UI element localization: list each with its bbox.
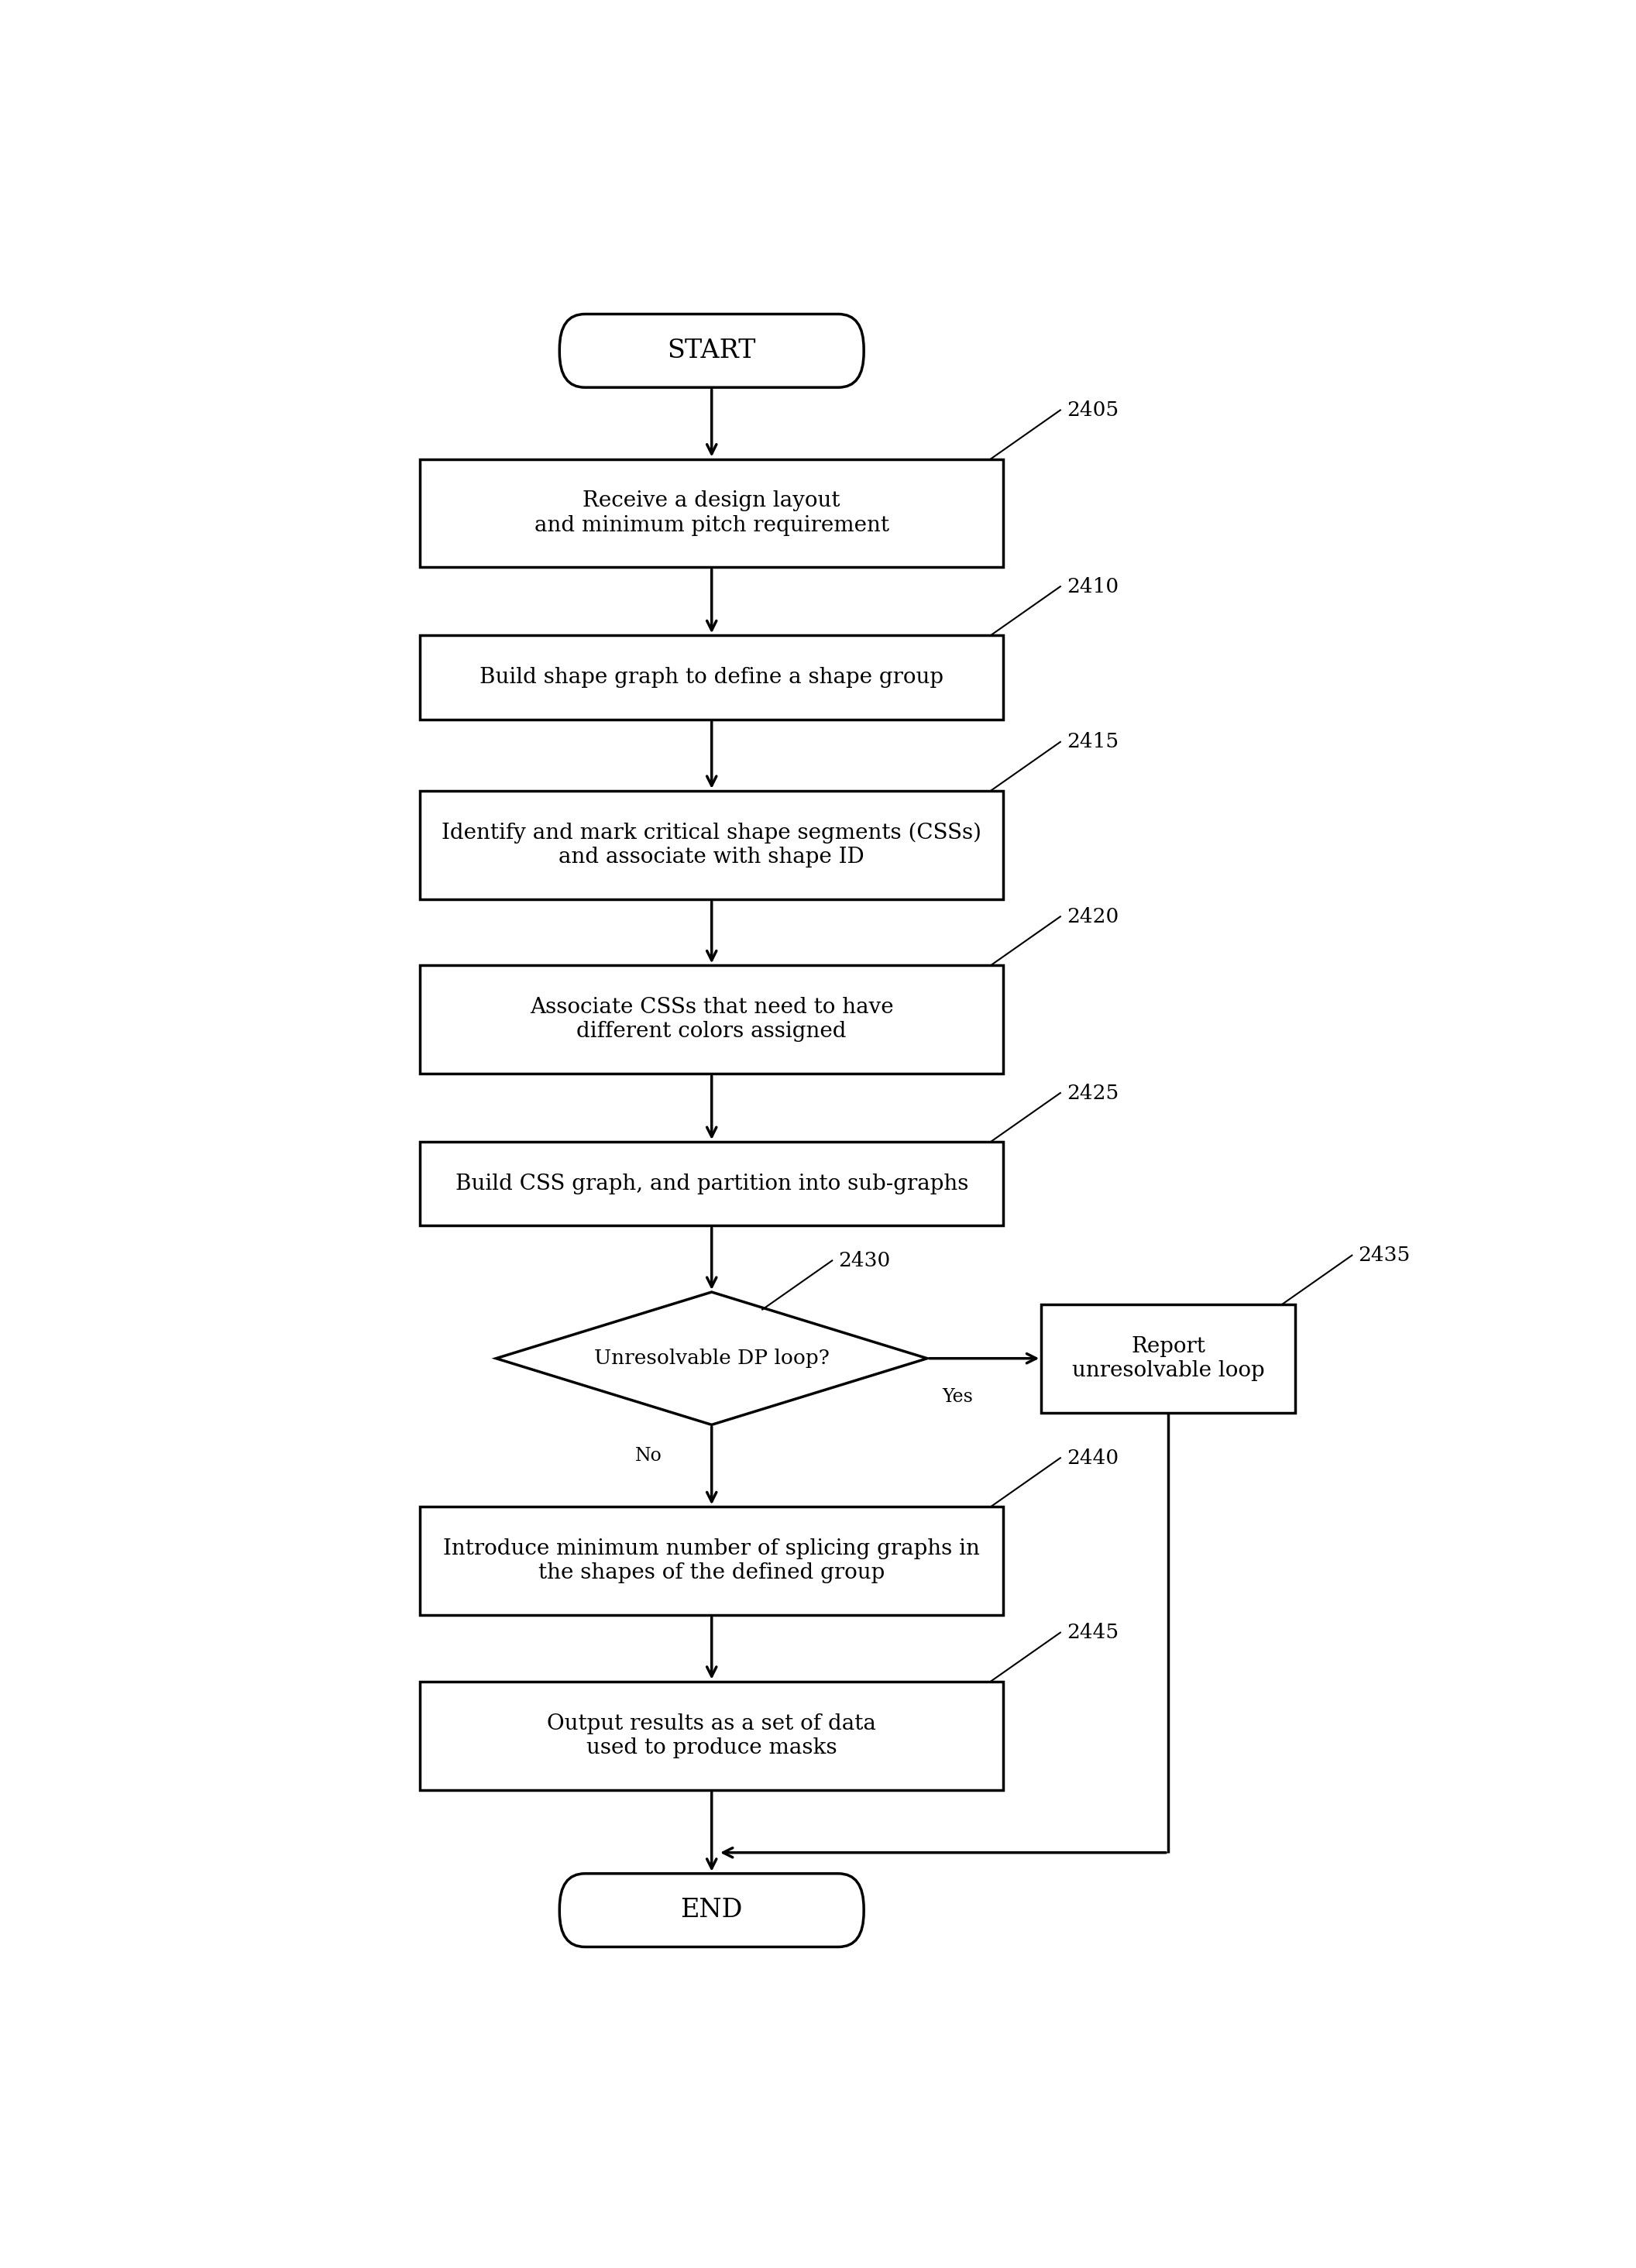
Bar <box>420 1681 1003 1789</box>
Text: Build shape graph to define a shape group: Build shape graph to define a shape grou… <box>479 667 944 687</box>
Text: 2440: 2440 <box>1067 1449 1119 1467</box>
Text: 2405: 2405 <box>1067 401 1119 420</box>
FancyBboxPatch shape <box>560 1873 864 1946</box>
Bar <box>420 635 1003 719</box>
Text: 2410: 2410 <box>1067 576 1119 596</box>
Text: Build CSS graph, and partition into sub-graphs: Build CSS graph, and partition into sub-… <box>455 1173 969 1195</box>
Text: 2425: 2425 <box>1067 1084 1119 1102</box>
Text: Receive a design layout
and minimum pitch requirement: Receive a design layout and minimum pitc… <box>535 490 888 535</box>
Text: 2430: 2430 <box>839 1252 890 1270</box>
FancyBboxPatch shape <box>560 313 864 388</box>
Text: No: No <box>635 1447 661 1465</box>
Polygon shape <box>496 1293 928 1424</box>
Text: 2445: 2445 <box>1067 1624 1119 1642</box>
Bar <box>420 458 1003 567</box>
Text: Introduce minimum number of splicing graphs in
the shapes of the defined group: Introduce minimum number of splicing gra… <box>443 1538 980 1583</box>
Text: Associate CSSs that need to have
different colors assigned: Associate CSSs that need to have differe… <box>530 998 893 1041</box>
Text: START: START <box>667 338 756 363</box>
Text: Unresolvable DP loop?: Unresolvable DP loop? <box>594 1349 829 1368</box>
Bar <box>420 1506 1003 1615</box>
Text: 2420: 2420 <box>1067 907 1119 925</box>
Text: 2435: 2435 <box>1358 1245 1410 1266</box>
Text: END: END <box>681 1898 743 1923</box>
Text: 2415: 2415 <box>1067 733 1119 751</box>
Text: Report
unresolvable loop: Report unresolvable loop <box>1072 1336 1265 1381</box>
Bar <box>420 1141 1003 1225</box>
Text: Yes: Yes <box>942 1388 973 1406</box>
Text: Output results as a set of data
used to produce masks: Output results as a set of data used to … <box>546 1712 877 1758</box>
Bar <box>1042 1304 1296 1413</box>
Text: Identify and mark critical shape segments (CSSs)
and associate with shape ID: Identify and mark critical shape segment… <box>442 823 982 869</box>
Bar <box>420 966 1003 1073</box>
Bar <box>420 792 1003 898</box>
